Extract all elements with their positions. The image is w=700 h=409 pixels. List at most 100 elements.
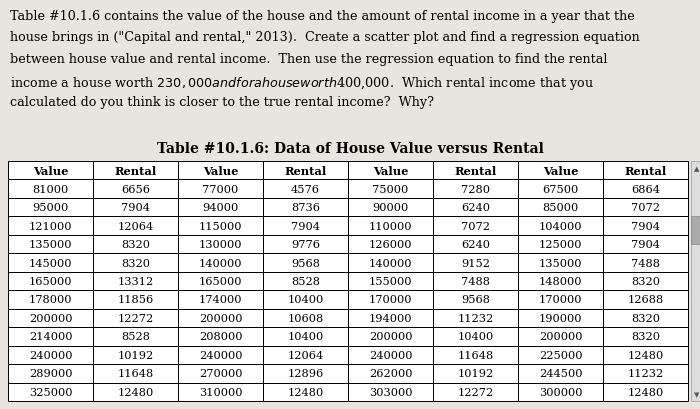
Bar — [178, 272, 263, 290]
Text: 178000: 178000 — [29, 295, 72, 305]
Text: 75000: 75000 — [372, 184, 409, 194]
Text: 77000: 77000 — [202, 184, 239, 194]
Text: ▲: ▲ — [694, 166, 700, 172]
Bar — [348, 235, 433, 254]
Bar — [348, 309, 433, 327]
Text: 94000: 94000 — [202, 202, 239, 213]
Bar — [8, 180, 93, 198]
Bar — [691, 162, 700, 401]
Bar — [93, 198, 178, 217]
Bar — [518, 162, 603, 180]
Text: 126000: 126000 — [369, 240, 412, 249]
Text: 170000: 170000 — [369, 295, 412, 305]
Text: 8320: 8320 — [121, 258, 150, 268]
Bar — [433, 272, 518, 290]
Bar — [433, 346, 518, 364]
Bar — [263, 217, 348, 235]
Text: 81000: 81000 — [32, 184, 69, 194]
Bar — [518, 235, 603, 254]
Bar — [603, 327, 688, 346]
Bar — [348, 198, 433, 217]
Bar — [178, 198, 263, 217]
Bar — [518, 180, 603, 198]
Bar — [348, 382, 433, 401]
Bar — [518, 198, 603, 217]
Bar — [348, 290, 433, 309]
Text: 12896: 12896 — [288, 369, 323, 378]
Bar — [603, 364, 688, 382]
Text: 7904: 7904 — [631, 240, 660, 249]
Text: between house value and rental income.  Then use the regression equation to find: between house value and rental income. T… — [10, 53, 608, 66]
Bar — [518, 254, 603, 272]
Bar — [518, 382, 603, 401]
Text: 225000: 225000 — [539, 350, 582, 360]
Bar — [178, 290, 263, 309]
Bar — [263, 272, 348, 290]
Bar — [263, 364, 348, 382]
Text: 13312: 13312 — [118, 276, 153, 286]
Bar — [603, 346, 688, 364]
Text: 270000: 270000 — [199, 369, 242, 378]
Text: 310000: 310000 — [199, 387, 242, 397]
Text: 190000: 190000 — [539, 313, 582, 323]
Text: 10400: 10400 — [288, 295, 323, 305]
Bar — [178, 254, 263, 272]
Text: income a house worth $230,000 and for a house worth $400,000.  Which rental inco: income a house worth $230,000 and for a … — [10, 74, 594, 91]
Text: 9568: 9568 — [291, 258, 320, 268]
Bar — [263, 327, 348, 346]
Text: 240000: 240000 — [369, 350, 412, 360]
Text: 10192: 10192 — [457, 369, 494, 378]
Text: 4576: 4576 — [291, 184, 320, 194]
Text: 200000: 200000 — [29, 313, 72, 323]
Text: 7072: 7072 — [631, 202, 660, 213]
Bar — [93, 235, 178, 254]
Text: 130000: 130000 — [199, 240, 242, 249]
Bar — [8, 162, 93, 180]
Text: 10192: 10192 — [118, 350, 153, 360]
Bar — [603, 382, 688, 401]
Text: Rental: Rental — [454, 165, 496, 176]
Text: 8320: 8320 — [631, 313, 660, 323]
Bar — [518, 346, 603, 364]
Text: 244500: 244500 — [539, 369, 582, 378]
Bar — [348, 327, 433, 346]
Bar — [603, 290, 688, 309]
Bar — [603, 180, 688, 198]
Text: ▼: ▼ — [694, 391, 700, 397]
Text: 240000: 240000 — [29, 350, 72, 360]
Bar — [93, 327, 178, 346]
Text: 7904: 7904 — [631, 221, 660, 231]
Bar — [93, 180, 178, 198]
Text: 11232: 11232 — [457, 313, 494, 323]
Text: 303000: 303000 — [369, 387, 412, 397]
Text: 12272: 12272 — [118, 313, 153, 323]
Text: 9152: 9152 — [461, 258, 490, 268]
Text: 11232: 11232 — [627, 369, 664, 378]
Text: 325000: 325000 — [29, 387, 72, 397]
Text: 85000: 85000 — [542, 202, 579, 213]
Text: 140000: 140000 — [369, 258, 412, 268]
Bar — [518, 272, 603, 290]
Text: 9568: 9568 — [461, 295, 490, 305]
Bar — [433, 217, 518, 235]
Text: calculated do you think is closer to the true rental income?  Why?: calculated do you think is closer to the… — [10, 96, 434, 109]
Text: 125000: 125000 — [539, 240, 582, 249]
Text: 115000: 115000 — [199, 221, 242, 231]
Bar — [518, 290, 603, 309]
Text: 10400: 10400 — [457, 332, 494, 342]
Bar — [93, 382, 178, 401]
Bar — [93, 272, 178, 290]
Bar — [433, 364, 518, 382]
Bar — [8, 272, 93, 290]
Text: 6864: 6864 — [631, 184, 660, 194]
Bar — [263, 162, 348, 180]
Bar — [433, 290, 518, 309]
Text: 8528: 8528 — [291, 276, 320, 286]
Bar — [518, 364, 603, 382]
Bar — [93, 309, 178, 327]
Text: Value: Value — [203, 165, 238, 176]
Bar — [178, 364, 263, 382]
Text: 90000: 90000 — [372, 202, 409, 213]
Text: 12688: 12688 — [627, 295, 664, 305]
Bar — [263, 346, 348, 364]
